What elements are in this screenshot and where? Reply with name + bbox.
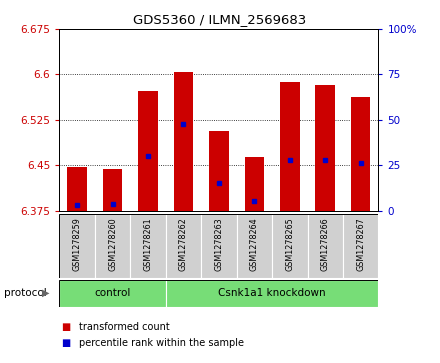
Bar — [59, 280, 166, 307]
Bar — [59, 214, 95, 278]
Bar — [245, 157, 264, 211]
Text: GSM1278260: GSM1278260 — [108, 217, 117, 271]
Text: GSM1278265: GSM1278265 — [285, 217, 294, 271]
Bar — [280, 82, 300, 211]
Text: GSM1278266: GSM1278266 — [321, 217, 330, 271]
Bar — [95, 214, 130, 278]
Bar — [315, 85, 335, 211]
Text: GSM1278264: GSM1278264 — [250, 217, 259, 271]
Bar — [351, 97, 370, 211]
Bar — [166, 280, 378, 307]
Bar — [174, 72, 193, 211]
Text: control: control — [94, 288, 131, 298]
Bar — [166, 214, 201, 278]
Text: ▶: ▶ — [42, 288, 50, 298]
Bar — [138, 91, 158, 211]
Text: Csnk1a1 knockdown: Csnk1a1 knockdown — [218, 288, 326, 298]
Bar — [130, 214, 166, 278]
Bar — [209, 131, 229, 211]
Bar — [67, 167, 87, 211]
Text: GSM1278267: GSM1278267 — [356, 217, 365, 271]
Text: GSM1278259: GSM1278259 — [73, 217, 82, 271]
Bar — [201, 214, 237, 278]
Text: percentile rank within the sample: percentile rank within the sample — [79, 338, 244, 348]
Bar — [237, 214, 272, 278]
Text: transformed count: transformed count — [79, 322, 170, 333]
Text: GSM1278261: GSM1278261 — [143, 217, 153, 271]
Bar — [103, 169, 122, 211]
Bar — [272, 214, 308, 278]
Bar — [343, 214, 378, 278]
Bar — [308, 214, 343, 278]
Text: GSM1278263: GSM1278263 — [214, 217, 224, 271]
Text: ■: ■ — [62, 322, 71, 333]
Text: GDS5360 / ILMN_2569683: GDS5360 / ILMN_2569683 — [133, 13, 307, 26]
Text: GSM1278262: GSM1278262 — [179, 217, 188, 271]
Text: ■: ■ — [62, 338, 71, 348]
Text: protocol: protocol — [4, 288, 47, 298]
